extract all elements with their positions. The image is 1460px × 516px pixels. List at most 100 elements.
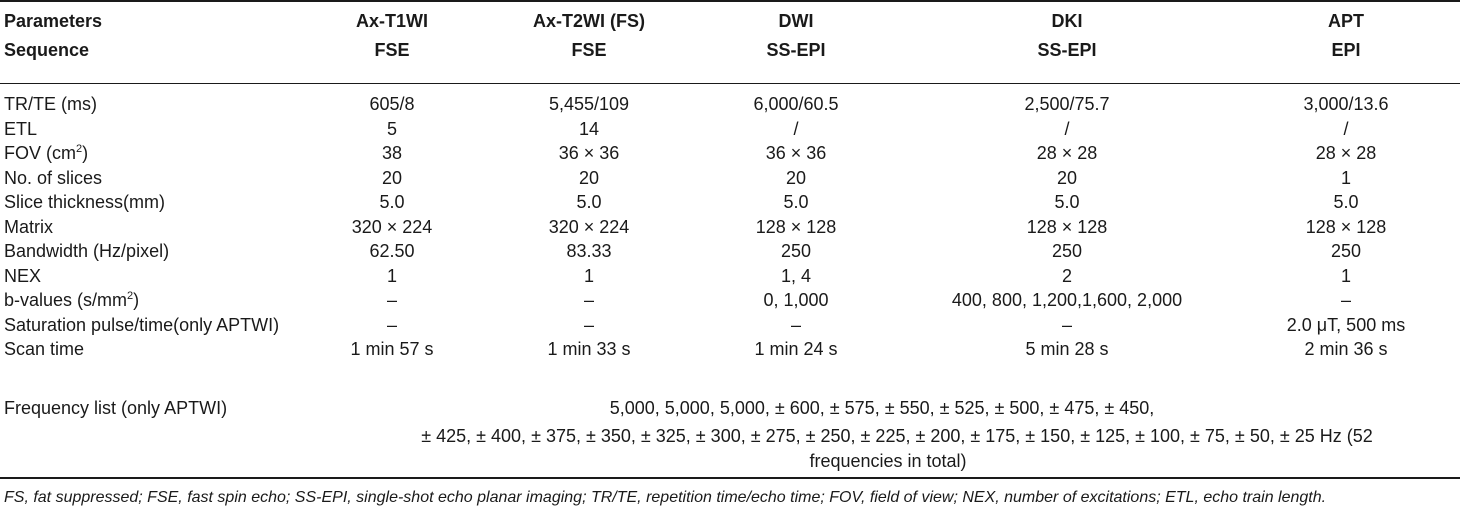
table-row-label: No. of slices bbox=[4, 166, 102, 190]
table-cell: 3,000/13.6 bbox=[1303, 94, 1389, 114]
table-cell: / bbox=[1064, 119, 1070, 139]
row-label-suffix: ) bbox=[133, 290, 140, 310]
table-row-label: Saturation pulse/time(only APTWI) bbox=[4, 313, 279, 337]
header-col-1-line2: FSE bbox=[374, 40, 410, 60]
row-label-text: ETL bbox=[4, 119, 38, 139]
table-cell: 0, 1,000 bbox=[763, 290, 829, 310]
header-label-line1: Parameters bbox=[4, 11, 103, 31]
table-cell: – bbox=[1061, 315, 1073, 335]
table-cell: 14 bbox=[578, 119, 600, 139]
table-cell: – bbox=[386, 315, 398, 335]
table-cell: – bbox=[386, 290, 398, 310]
table-cell: 1, 4 bbox=[780, 266, 812, 286]
table-cell: 5.0 bbox=[576, 192, 602, 212]
table-cell: 2,500/75.7 bbox=[1024, 94, 1110, 114]
table-row-label: NEX bbox=[4, 264, 41, 288]
header-label: Parameters Sequence bbox=[4, 7, 102, 65]
table-row-label: Matrix bbox=[4, 215, 53, 239]
frequency-line-3: frequencies in total) bbox=[809, 451, 967, 471]
header-col-2: Ax-T2WI (FS) FSE bbox=[533, 7, 645, 65]
table-cell: 6,000/60.5 bbox=[753, 94, 839, 114]
table-cell: 1 min 33 s bbox=[547, 339, 631, 359]
header-col-1-line1: Ax-T1WI bbox=[356, 11, 428, 31]
table-cell: – bbox=[583, 315, 595, 335]
table-cell: 5.0 bbox=[783, 192, 809, 212]
table-cell: 1 min 24 s bbox=[754, 339, 838, 359]
header-col-5-line2: EPI bbox=[1331, 40, 1361, 60]
row-label-text: No. of slices bbox=[4, 168, 103, 188]
table-row-label: TR/TE (ms) bbox=[4, 92, 97, 116]
table-cell: 5.0 bbox=[1333, 192, 1359, 212]
table-cell: 1 bbox=[583, 266, 595, 286]
table-cell: 1 bbox=[386, 266, 398, 286]
table-cell: 250 bbox=[780, 241, 812, 261]
table-cell: – bbox=[790, 315, 802, 335]
table-cell: 128 × 128 bbox=[1026, 217, 1108, 237]
table-row-label: Slice thickness(mm) bbox=[4, 190, 165, 214]
table-header-rule bbox=[0, 83, 1460, 84]
table-row-label: b-values (s/mm2) bbox=[4, 288, 139, 312]
table-cell: 5,455/109 bbox=[548, 94, 630, 114]
header-col-3-line2: SS-EPI bbox=[766, 40, 826, 60]
table-cell: 1 bbox=[1340, 266, 1352, 286]
header-col-5: APT EPI bbox=[1328, 7, 1364, 65]
table-cell: 605/8 bbox=[369, 94, 415, 114]
row-label-text: Bandwidth (Hz/pixel) bbox=[4, 241, 170, 261]
table-row-label: Bandwidth (Hz/pixel) bbox=[4, 239, 169, 263]
table-cell: 20 bbox=[578, 168, 600, 188]
frequency-line-2: ± 425, ± 400, ± 375, ± 350, ± 325, ± 300… bbox=[421, 426, 1373, 446]
table-cell: 36 × 36 bbox=[765, 143, 827, 163]
table-cell: 36 × 36 bbox=[558, 143, 620, 163]
table-footnote: FS, fat suppressed; FSE, fast spin echo;… bbox=[4, 489, 1327, 506]
row-label-superscript: 2 bbox=[76, 143, 83, 155]
table-cell: – bbox=[583, 290, 595, 310]
row-label-text: TR/TE (ms) bbox=[4, 94, 97, 114]
header-col-3: DWI SS-EPI bbox=[766, 7, 825, 65]
row-label-suffix: ) bbox=[82, 143, 89, 163]
header-col-2-line1: Ax-T2WI (FS) bbox=[533, 11, 645, 31]
table-cell: 320 × 224 bbox=[351, 217, 433, 237]
table-top-rule bbox=[0, 0, 1460, 2]
table-bottom-rule bbox=[0, 477, 1460, 479]
table-row-label: ETL bbox=[4, 117, 37, 141]
row-label-text: NEX bbox=[4, 266, 42, 286]
table-cell: 1 bbox=[1340, 168, 1352, 188]
table-cell: 20 bbox=[381, 168, 403, 188]
table-cell: / bbox=[1343, 119, 1349, 139]
table-row-label: FOV (cm2) bbox=[4, 141, 88, 165]
header-col-4: DKI SS-EPI bbox=[1037, 7, 1096, 65]
row-label-text: Slice thickness(mm) bbox=[4, 192, 166, 212]
header-col-4-line1: DKI bbox=[1051, 11, 1083, 31]
table-cell: 62.50 bbox=[369, 241, 415, 261]
row-label-text: FOV (cm bbox=[4, 143, 76, 163]
table-cell: 5.0 bbox=[379, 192, 405, 212]
table-cell: 83.33 bbox=[566, 241, 612, 261]
table-cell: 250 bbox=[1051, 241, 1083, 261]
table-cell: 5 min 28 s bbox=[1025, 339, 1109, 359]
table-cell: 2 bbox=[1061, 266, 1073, 286]
header-label-line2: Sequence bbox=[4, 40, 90, 60]
frequency-row-label: Frequency list (only APTWI) bbox=[4, 398, 228, 418]
table-cell: 2 min 36 s bbox=[1304, 339, 1388, 359]
header-col-2-line2: FSE bbox=[571, 40, 607, 60]
row-label-text: b-values (s/mm bbox=[4, 290, 128, 310]
row-label-text: Scan time bbox=[4, 339, 85, 359]
table-cell: 28 × 28 bbox=[1315, 143, 1377, 163]
row-label-text: Saturation pulse/time(only APTWI) bbox=[4, 315, 280, 335]
table-cell: 38 bbox=[381, 143, 403, 163]
row-label-superscript: 2 bbox=[127, 290, 134, 302]
table-cell: 320 × 224 bbox=[548, 217, 630, 237]
table-cell: – bbox=[1340, 290, 1352, 310]
table-cell: 20 bbox=[785, 168, 807, 188]
row-label-text: Matrix bbox=[4, 217, 53, 237]
header-col-1: Ax-T1WI FSE bbox=[356, 7, 428, 65]
table-cell: 250 bbox=[1330, 241, 1362, 261]
table-cell: 20 bbox=[1056, 168, 1078, 188]
table-cell: / bbox=[793, 119, 799, 139]
table-cell: 5.0 bbox=[1054, 192, 1080, 212]
table-cell: 28 × 28 bbox=[1036, 143, 1098, 163]
table-cell: 5 bbox=[386, 119, 398, 139]
table-cell: 2.0 μT, 500 ms bbox=[1286, 315, 1406, 335]
table-cell: 128 × 128 bbox=[755, 217, 837, 237]
header-col-3-line1: DWI bbox=[778, 11, 814, 31]
